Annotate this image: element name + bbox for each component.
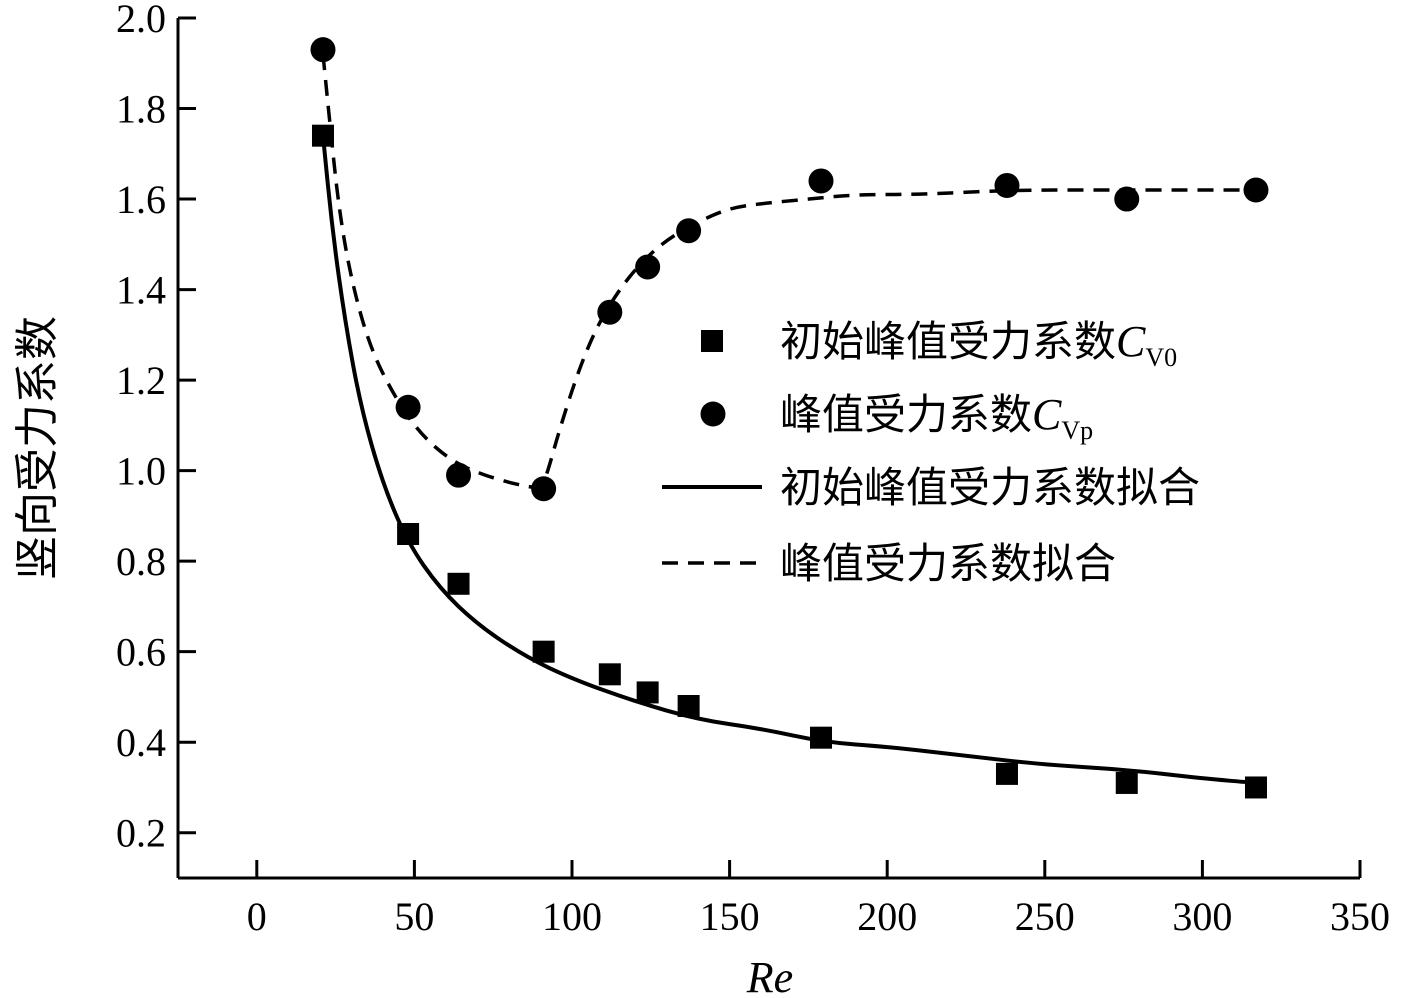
legend-subscript: Vp	[1061, 416, 1093, 445]
peak-point	[676, 218, 702, 244]
initial-peak-point	[995, 762, 1018, 785]
x-tick-label: 0	[247, 894, 267, 939]
initial-peak-point	[677, 695, 700, 717]
initial-peak-point	[311, 124, 334, 147]
y-tick-label: 0.4	[116, 720, 166, 765]
legend-label: 峰值受力系数拟合	[780, 539, 1116, 588]
peak-point	[1114, 186, 1140, 212]
y-tick-label: 2.0	[116, 0, 166, 41]
legend-label: 峰值受力系数CVp	[780, 390, 1093, 445]
legend-square-marker	[701, 330, 723, 352]
axes	[176, 16, 1362, 880]
initial-peak-point	[636, 681, 659, 704]
peak-point	[808, 168, 834, 194]
x-axis-label: Re	[746, 953, 793, 998]
peak-fit-curve	[321, 54, 1256, 489]
legend-label: 初始峰值受力系数拟合	[780, 463, 1200, 512]
y-tick-label: 1.0	[116, 449, 166, 494]
initial-peak-point	[598, 663, 621, 686]
fit-curves	[321, 54, 1257, 785]
peak-point	[597, 299, 623, 325]
x-tick-label: 250	[1015, 894, 1075, 939]
x-tick-label: 50	[394, 894, 434, 939]
peak-point	[994, 172, 1020, 198]
initial-peak-point	[810, 726, 833, 749]
y-tick-label: 1.6	[116, 177, 166, 222]
initial-peak-point	[532, 640, 555, 663]
y-tick-label: 1.4	[116, 268, 166, 313]
x-tick-label: 150	[700, 894, 760, 939]
x-tick-label: 300	[1172, 894, 1232, 939]
peak-point	[531, 476, 557, 502]
peak-point	[635, 254, 661, 280]
initial-peak-fit-curve	[321, 135, 1257, 785]
legend-subscript: V0	[1145, 343, 1177, 372]
initial-peak-point	[397, 523, 420, 545]
x-tick-label: 350	[1330, 894, 1390, 939]
peak-point	[446, 462, 472, 488]
legend-symbol: C	[1116, 317, 1146, 366]
peak-point	[310, 37, 336, 63]
x-tick-label: 200	[857, 894, 917, 939]
data-markers	[310, 37, 1269, 799]
initial-peak-point	[447, 572, 470, 595]
y-tick-label: 0.2	[116, 811, 166, 856]
y-tick-label: 0.8	[116, 539, 166, 584]
legend-circle-marker	[700, 401, 726, 427]
y-tick-label: 1.2	[116, 358, 166, 403]
y-tick-label: 0.6	[116, 630, 166, 675]
y-tick-label: 1.8	[116, 87, 166, 132]
peak-point	[395, 394, 421, 420]
peak-point	[1243, 177, 1269, 203]
x-tick-label: 100	[542, 894, 602, 939]
initial-peak-point	[1244, 776, 1267, 799]
legend-symbol: C	[1032, 390, 1062, 439]
initial-peak-point	[1115, 771, 1138, 794]
y-axis-label: 竖向受力系数	[13, 316, 62, 580]
legend-label: 初始峰值受力系数CV0	[780, 317, 1177, 372]
tick-labels: 0 50 100 150 200 250 300 350 0.2 0.4 0.6 0.8 1.0 1.2 1…	[116, 0, 1390, 939]
